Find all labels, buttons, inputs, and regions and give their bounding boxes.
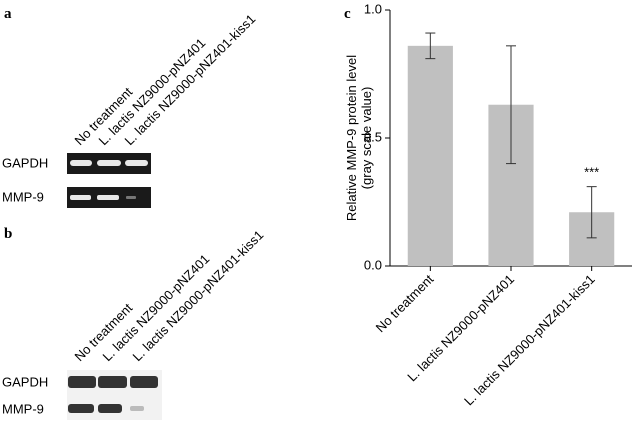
row-label: MMP-9 [2, 401, 44, 416]
row-label: GAPDH [2, 374, 48, 389]
y-tick-label: 0.5 [364, 129, 382, 144]
significance-label: *** [584, 165, 599, 180]
bar [407, 45, 453, 267]
error-bar [586, 186, 597, 239]
row-label: MMP-9 [2, 189, 44, 204]
row-label: GAPDH [2, 155, 48, 170]
y-tick-label: 0.0 [364, 257, 382, 272]
lane-label: L. lactis NZ9000-pNZ401 [96, 35, 209, 148]
error-bar [506, 45, 516, 165]
error-bar [425, 32, 436, 60]
gel-bands [70, 160, 148, 200]
x-tick-label: L. lactis NZ9000-pNZ401-kiss1 [461, 272, 598, 409]
panel-label: a [4, 6, 12, 22]
y-axis-label: Relative MMP-9 protein level [344, 55, 359, 221]
x-tick-label: No treatment [373, 271, 437, 335]
lane-label: L. lactis NZ9000-pNZ401-kiss1 [122, 11, 259, 148]
gel-bands [68, 376, 158, 413]
panel-label: c [344, 6, 351, 22]
lane-label: L. lactis NZ9000-pNZ401-kiss1 [130, 227, 267, 364]
y-axis-label: (gray scale value) [359, 87, 374, 190]
panel-label: b [4, 226, 12, 242]
y-tick-label: 1.0 [364, 1, 382, 16]
